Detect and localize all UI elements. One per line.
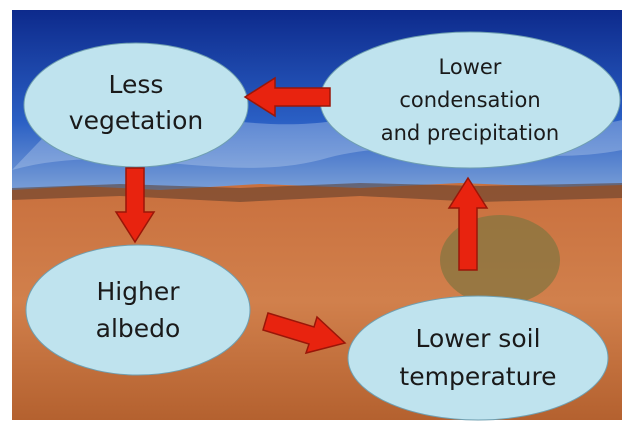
shrub: [440, 215, 560, 305]
node-label: Lower: [439, 55, 502, 79]
node-label: condensation: [399, 88, 540, 112]
page: Less vegetation Lower condensation and p…: [0, 0, 633, 429]
node-label: temperature: [399, 362, 556, 391]
diagram: Less vegetation Lower condensation and p…: [0, 0, 633, 429]
node-bubble: [348, 296, 608, 420]
node-bubble: [24, 43, 248, 167]
node-label: Less: [109, 70, 164, 99]
node-label: vegetation: [69, 106, 203, 135]
node-label: albedo: [96, 314, 181, 343]
node-label: Lower soil: [415, 324, 540, 353]
node-label: and precipitation: [381, 121, 559, 145]
node-bubble: [26, 245, 250, 375]
node-label: Higher: [96, 277, 180, 306]
